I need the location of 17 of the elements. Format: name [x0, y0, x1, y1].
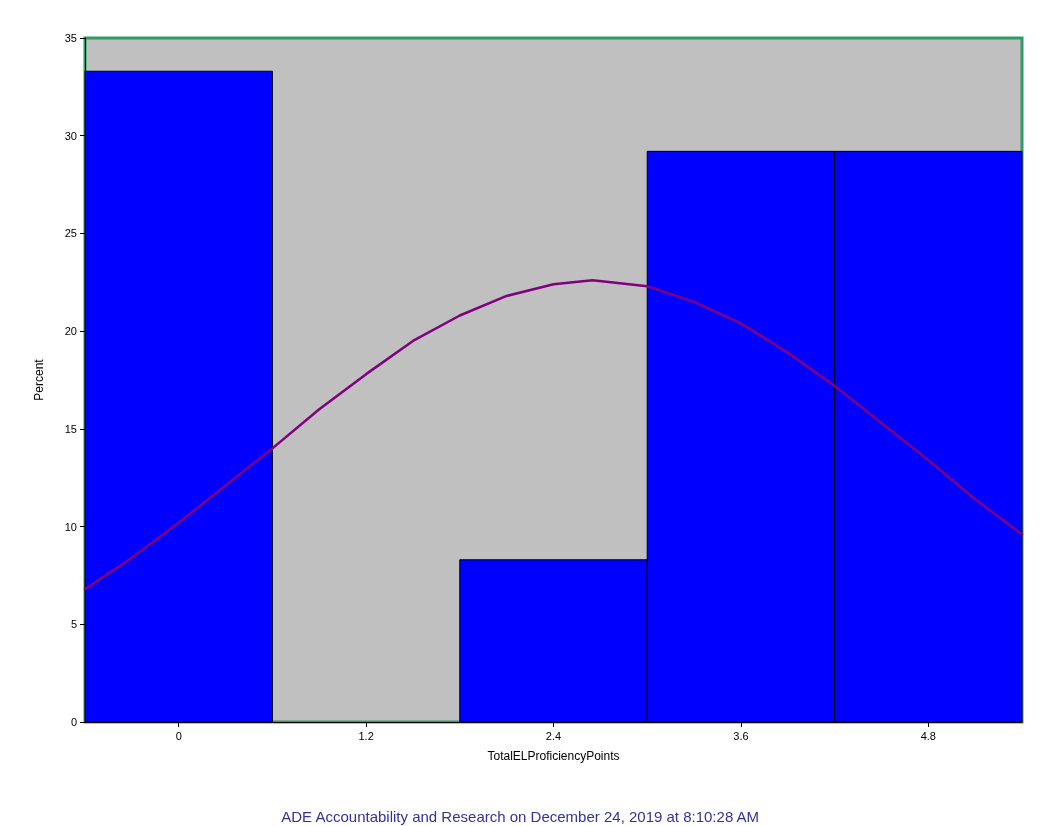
x-axis-title: TotalELProficiencyPoints [487, 749, 620, 763]
x-tick-label: 2.4 [545, 729, 562, 742]
y-tick-label: 25 [64, 227, 77, 240]
y-tick-label: 15 [64, 422, 77, 435]
text: ADE Accountability and Research on December 24, 2019 at 8:10:28 AM [281, 808, 760, 825]
line-series [83, 279, 1024, 591]
x-tick-label: 4.8 [920, 729, 936, 742]
x-tick-label: 1.2 [358, 729, 374, 742]
y-tick-label: 5 [70, 618, 77, 631]
x-tick-label: 3.6 [733, 729, 749, 742]
y-tick-label: 35 [64, 32, 77, 44]
y-tick-label: 10 [64, 520, 77, 533]
y-tick-label: 30 [64, 129, 77, 142]
y-axis-title: Percent [32, 358, 46, 401]
x-tick-label: 0 [175, 729, 182, 742]
y-tick-label: 0 [70, 716, 77, 728]
y-tick-label: 20 [64, 325, 77, 338]
